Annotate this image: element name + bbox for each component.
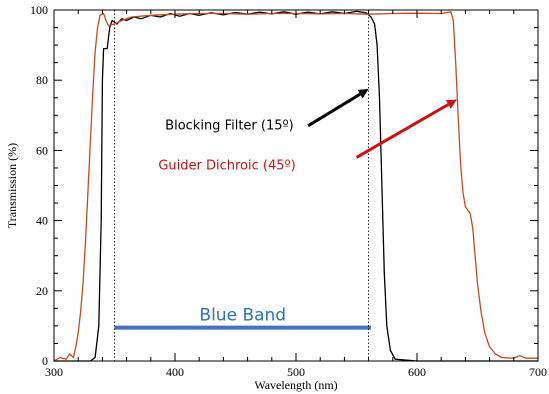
blue-band-label: Blue Band [199,306,286,326]
y-axis-label: Transmission (%) [5,143,19,228]
y-tick-label: 40 [36,214,48,228]
x-axis-label: Wavelength (nm) [254,378,337,392]
x-tick-label: 600 [408,365,426,379]
annotation-arrow-head [445,99,457,109]
blocking-filter-annotation: Blocking Filter (15º) [165,118,294,133]
x-tick-label: 700 [529,365,547,379]
y-tick-label: 0 [42,354,48,368]
y-tick-label: 20 [36,284,48,298]
x-tick-label: 400 [166,365,184,379]
annotation-arrow-shaft [307,92,361,128]
guider-dichroic-annotation: Guider Dichroic (45º) [158,159,295,174]
annotation-arrow-shaft [355,103,450,159]
series-line-0 [54,10,538,362]
series-line-1 [53,11,538,362]
y-tick-label: 60 [36,143,48,157]
x-tick-label: 300 [45,365,63,379]
y-tick-label: 100 [30,3,48,17]
y-tick-label: 80 [36,73,48,87]
x-tick-label: 500 [287,365,305,379]
annotation-arrow-head [357,89,369,99]
plot-frame [53,9,539,362]
